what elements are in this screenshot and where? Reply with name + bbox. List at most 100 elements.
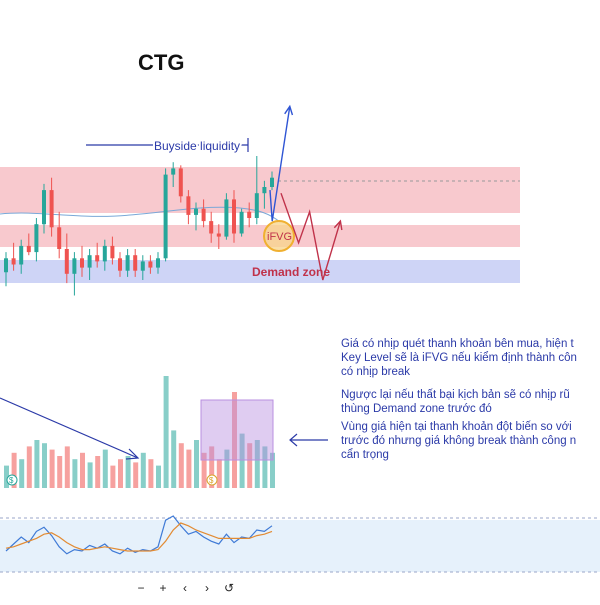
zoom-in-button[interactable]: + — [159, 581, 167, 595]
candle — [186, 190, 191, 225]
volume-bar — [156, 465, 161, 488]
ifvg-label: iFVG — [267, 231, 292, 243]
volume-bar — [186, 449, 192, 488]
candle — [140, 255, 145, 280]
volume-bar — [49, 449, 55, 488]
scroll-right-button[interactable]: › — [205, 581, 209, 595]
volume-bar — [232, 392, 237, 488]
candle — [171, 162, 176, 187]
volume-bar — [26, 446, 32, 488]
candle — [72, 252, 77, 296]
volume-trend-line — [0, 397, 139, 459]
volume-bar — [270, 452, 275, 488]
bullish-scenario-arrow-arrowhead — [284, 104, 294, 116]
candle — [125, 249, 130, 277]
volume-bar — [125, 456, 131, 488]
volume-bar — [209, 446, 215, 488]
candle — [224, 193, 229, 240]
demand-zone-label: Demand zone — [252, 265, 330, 279]
candle — [19, 239, 24, 274]
scroll-left-button[interactable]: ‹ — [183, 581, 187, 595]
volume-bar — [4, 465, 9, 488]
candle — [11, 242, 16, 271]
candle — [216, 224, 221, 249]
candle — [110, 236, 115, 265]
candle — [254, 156, 259, 225]
ifvg-circle — [263, 220, 295, 252]
volume-bar — [57, 456, 63, 488]
resistance-zone — [0, 167, 520, 213]
candle — [247, 202, 252, 228]
candle — [26, 233, 31, 256]
volume-pointer-arrowhead — [289, 433, 298, 447]
ticker-title: CTG — [138, 50, 185, 75]
volume-bar — [201, 452, 207, 488]
candle — [232, 190, 236, 243]
candle — [163, 168, 168, 262]
volume-bar — [102, 449, 108, 488]
volume-bar — [140, 452, 146, 488]
volume-bar — [87, 462, 93, 488]
volume-marker-2 — [206, 474, 218, 486]
volume-marker-1-label: $ — [9, 476, 14, 485]
candle — [34, 218, 39, 262]
candle — [87, 249, 92, 280]
volume-bars — [4, 376, 275, 488]
volume-bar — [178, 443, 184, 488]
volume-bar — [19, 459, 25, 488]
volume-bar — [194, 440, 199, 488]
volume-bar — [239, 433, 245, 488]
candle — [64, 233, 69, 284]
analysis-note-1: Giá có nhịp quét thanh khoản bên mua, hi… — [341, 338, 577, 378]
volume-bar — [148, 459, 154, 488]
candle — [95, 242, 100, 268]
candle — [42, 183, 46, 234]
analysis-note-3: Vùng giá hiện tại thanh khoản đột biến s… — [341, 421, 577, 461]
demand-zone — [0, 260, 520, 283]
bullish-scenario-arrow — [269, 106, 291, 222]
volume-highlight-box — [200, 399, 274, 461]
candle — [57, 211, 62, 259]
volume-bar — [80, 452, 85, 488]
candle — [148, 255, 153, 274]
volume-bar — [11, 452, 17, 488]
bearish-scenario-arrow — [280, 192, 342, 281]
volume-bar — [34, 440, 40, 488]
candle — [4, 252, 8, 287]
candle — [201, 199, 206, 228]
volume-bar — [64, 446, 70, 488]
volume-bar — [72, 459, 78, 488]
candle — [156, 252, 160, 274]
volume-bar — [42, 443, 47, 488]
zoom-out-button[interactable]: − — [137, 581, 145, 595]
reset-icon[interactable]: ↺ — [223, 581, 235, 595]
buyside-liquidity-label: Buyside liquidity — [154, 139, 240, 153]
volume-bar — [171, 430, 177, 488]
volume-bar — [95, 456, 101, 488]
volume-trend-arrowhead — [125, 448, 140, 460]
candle — [102, 239, 107, 271]
volume-bar — [254, 440, 260, 488]
volume-bar — [247, 443, 253, 488]
candle — [209, 211, 214, 243]
candle — [239, 208, 244, 237]
volume-bar — [224, 449, 230, 488]
candle — [262, 180, 267, 209]
rsi-ma-line — [5, 522, 273, 552]
analysis-note-2: Ngược lại nếu thất bại kịch bản sẽ có nh… — [341, 389, 570, 415]
candle — [80, 245, 84, 277]
scenario-paths — [269, 104, 343, 281]
candle — [178, 165, 183, 203]
volume-marker-1 — [6, 474, 18, 486]
volume-bar — [133, 462, 139, 488]
candle — [49, 177, 54, 237]
ifvg-zone — [0, 225, 520, 247]
candle — [194, 202, 198, 231]
volume-bar — [118, 459, 123, 488]
candle — [133, 249, 138, 277]
candle — [118, 252, 122, 277]
bearish-scenario-arrow-arrowhead — [333, 219, 343, 231]
volume-bar — [216, 459, 222, 488]
